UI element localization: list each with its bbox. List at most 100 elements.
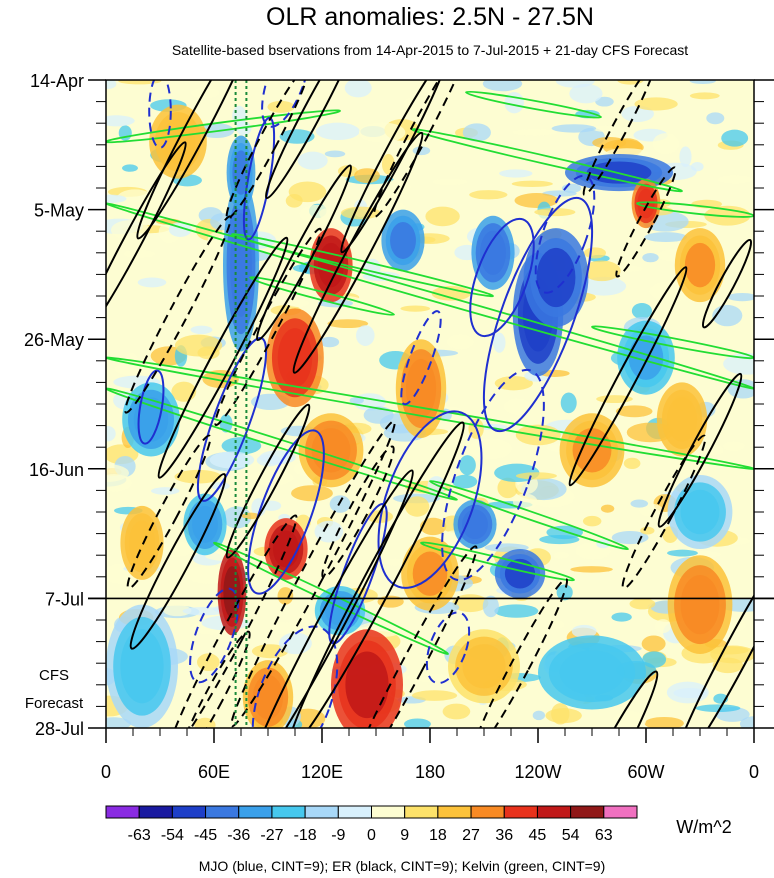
colorbar-label: 0 (367, 827, 376, 844)
er-contour-positive (157, 236, 289, 479)
texture-blob (233, 485, 262, 492)
texture-blob (560, 392, 577, 414)
texture-blob (642, 651, 667, 668)
er-contour-negative (346, 545, 478, 728)
texture-blob (125, 352, 138, 366)
mjo-contour-positive (328, 502, 388, 645)
mjo-contour-negative (441, 368, 545, 582)
texture-blob (556, 584, 573, 601)
texture-blob (652, 133, 680, 155)
colorbar-label: 18 (429, 827, 447, 844)
texture-blob (190, 88, 220, 99)
chart-subtitle: Satellite-based bservations from 14-Apr-… (172, 42, 688, 58)
texture-blob (340, 206, 381, 220)
er-contour-negative (321, 445, 395, 579)
colorbar-swatch (570, 805, 605, 819)
dotted-longitude-markers (234, 80, 248, 728)
x-tick-label: 120W (514, 762, 561, 782)
er-contour-negative (230, 420, 396, 728)
colorbar-label: -45 (194, 827, 217, 844)
anomaly-blob (462, 509, 488, 540)
texture-blob (315, 122, 360, 140)
kelvin-contour (591, 325, 754, 360)
y-tick-label: 7-Jul (45, 589, 84, 609)
texture-blob (553, 552, 570, 559)
texture-blob (494, 604, 539, 618)
texture-blob (106, 426, 116, 442)
texture-blob (621, 105, 654, 122)
colorbar-swatch (371, 805, 406, 819)
texture-blob (314, 520, 344, 543)
kelvin-contour (106, 202, 754, 390)
texture-blob (151, 487, 180, 495)
texture-blob (251, 644, 289, 659)
colorbar-swatch (470, 805, 505, 819)
texture-blob (582, 515, 602, 527)
texture-blob (299, 204, 336, 224)
texture-blob (349, 396, 364, 405)
texture-blob (400, 305, 431, 312)
texture-blob (270, 622, 299, 635)
texture-blob (118, 80, 162, 85)
texture-blob (712, 657, 744, 674)
texture-blob (288, 181, 327, 203)
er-contours (106, 80, 754, 728)
anomaly-blob (628, 335, 664, 380)
kelvin-contour (106, 387, 458, 501)
texture-blob (482, 80, 523, 92)
colorbar-swatch (171, 805, 207, 819)
anomaly-blob (345, 651, 389, 719)
colorbar-label: -63 (128, 827, 151, 844)
texture-blob (462, 123, 491, 142)
texture-blob (581, 276, 627, 296)
mjo-contour-positive (482, 196, 594, 433)
er-contour-negative (126, 434, 212, 590)
er-contour-positive (136, 80, 256, 240)
x-tick-label: 60E (198, 762, 230, 782)
texture-blob (106, 194, 127, 203)
texture-blob (356, 325, 375, 346)
texture-blob (384, 558, 407, 566)
texture-blob (551, 703, 570, 725)
colorbar-label: 45 (529, 827, 547, 844)
texture-blob (630, 499, 648, 508)
plot-area (106, 80, 754, 728)
texture-blob (291, 485, 333, 502)
texture-blob (123, 249, 155, 258)
er-contour-positive (287, 421, 465, 728)
kelvin-contour (106, 109, 341, 144)
texture-blob (539, 534, 580, 545)
mjo-contour-positive (137, 369, 165, 445)
texture-blob (583, 247, 606, 259)
texture-blob (615, 405, 653, 418)
er-contour-negative (615, 166, 677, 278)
texture-blob (442, 703, 471, 720)
mjo-contour-negative (261, 80, 311, 128)
texture-blob (534, 208, 576, 217)
er-contour-positive (225, 403, 311, 559)
texture-blob (337, 165, 358, 178)
mjo-contour-positive (469, 217, 535, 338)
er-contour-positive (340, 80, 448, 254)
mjo-contour-negative (425, 611, 471, 685)
texture-blob (722, 441, 745, 452)
colorbar-label: -54 (161, 827, 184, 844)
texture-blob (452, 474, 478, 489)
texture-blob (469, 190, 508, 200)
er-contour-negative (372, 80, 470, 218)
texture-blob (363, 406, 394, 424)
er-contour-negative (225, 80, 311, 220)
anomaly-blob (680, 574, 720, 635)
texture-blob (297, 151, 328, 170)
mjo-contours (137, 80, 596, 728)
anomaly-blob (252, 674, 284, 720)
texture-blob (514, 193, 559, 208)
colorbar-label: 9 (400, 827, 409, 844)
texture-blob (236, 121, 252, 136)
texture-blob (721, 129, 749, 147)
er-contour-negative (177, 630, 251, 728)
x-tick-label: 120E (301, 762, 343, 782)
kelvin-contour (429, 480, 629, 551)
texture-blob (689, 80, 716, 85)
texture-blob (106, 474, 132, 492)
